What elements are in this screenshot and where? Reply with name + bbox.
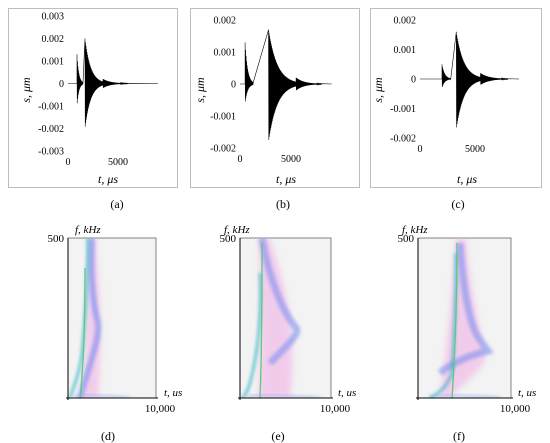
panel-a: s, μm 0.003 0.002 0.001 0 -0.001 -0.002 -0.003… — [8, 8, 178, 188]
xlabel-e: t, us — [338, 387, 356, 399]
y-ticks: 0.002 0.001 0 -0.001 -0.002 — [210, 16, 236, 155]
spectrogram-e-blue-band — [258, 238, 301, 366]
spectrogram-d-cyan-band — [68, 238, 90, 398]
y-tick-label: -0.002 — [390, 134, 416, 145]
ytick-f: 500 — [398, 233, 415, 245]
y-tick-label: -0.002 — [210, 144, 236, 155]
ytick-d: 500 — [48, 233, 65, 245]
y-tick-label: 0.002 — [214, 16, 237, 27]
x-tick-label: 0 — [238, 154, 243, 165]
y-tick-label: 0.002 — [394, 16, 417, 27]
ytick-e: 500 — [220, 233, 237, 245]
waveform-b — [240, 29, 332, 140]
waveform-chart-a: s, μm 0.003 0.002 0.001 0 -0.001 -0.002 -0.003… — [19, 12, 159, 186]
spectrogram-d-background — [67, 237, 157, 399]
y-tick-label: 0 — [59, 79, 64, 90]
spectrogram-f-cyan-band — [429, 252, 458, 398]
y-tick-label: 0.001 — [42, 57, 65, 68]
panel-c: s, μm 0.002 0.001 0 -0.001 -0.002 0 5000 t, μ… — [370, 8, 542, 188]
spectrogram-f: f, kHz 500 t, us 10,000 — [398, 224, 537, 415]
spectrogram-e-pink-band — [258, 238, 293, 398]
xtick-e: 10,000 — [320, 403, 351, 415]
caption-c: (c) — [451, 197, 465, 211]
xlabel-d: t, us — [164, 387, 182, 399]
waveform-c — [420, 31, 520, 128]
waveform-chart-c: s, μm 0.002 0.001 0 -0.001 -0.002 0 5000 t, μ… — [371, 16, 520, 186]
x-tick-label: 5000 — [281, 154, 301, 165]
spectrogram-e-low-band — [247, 393, 321, 398]
xlabel-f: t, us — [518, 387, 536, 399]
y-tick-label: -0.001 — [38, 102, 64, 113]
caption-d: (d) — [101, 429, 115, 443]
waveform-chart-b: s, μm 0.002 0.001 0 -0.001 -0.002 0 5000 t, μ… — [193, 16, 332, 186]
x-ticks: 0 5000 — [238, 154, 302, 165]
spectrogram-e: f, kHz 500 t, us 10,000 — [220, 224, 357, 415]
y-tick-label: 0 — [231, 80, 236, 91]
caption-f: (f) — [453, 429, 465, 443]
x-tick-label: 5000 — [108, 157, 128, 168]
spectrogram-panels: f, kHz 500 t, us 10,000 f, kHz 500 t, us… — [48, 224, 537, 415]
ylabel-d: f, kHz — [75, 224, 101, 236]
ylabel-b: s, μm — [193, 77, 207, 103]
xlabel-b: t, μs — [276, 172, 296, 186]
spectrogram-f-low-band — [429, 393, 501, 398]
spectrogram-d-green-line — [79, 267, 86, 398]
x-ticks: 0 5000 — [418, 144, 486, 155]
ylabel-e: f, kHz — [224, 224, 250, 236]
spectrogram-d-blue-band — [77, 238, 102, 398]
y-tick-label: 0.001 — [214, 48, 237, 59]
y-tick-label: 0 — [411, 75, 416, 86]
ylabel-f: f, kHz — [402, 224, 428, 236]
spectrogram-f-blue-band — [437, 242, 494, 376]
caption-a: (a) — [110, 197, 124, 211]
waveform-a — [68, 38, 159, 127]
caption-e: (e) — [271, 429, 285, 443]
xlabel-a: t, μs — [98, 172, 118, 186]
y-tick-label: 0.001 — [394, 45, 417, 56]
y-ticks: 0.003 0.002 0.001 0 -0.001 -0.002 -0.003 — [38, 12, 64, 158]
spectrogram-e-cyan-band — [241, 272, 262, 398]
xlabel-c: t, μs — [457, 172, 477, 186]
xtick-f: 10,000 — [500, 403, 531, 415]
spectrogram-f-green-line — [451, 242, 458, 398]
y-tick-label: 0.002 — [42, 34, 65, 45]
x-tick-label: 5000 — [465, 144, 485, 155]
xtick-d: 10,000 — [145, 403, 176, 415]
x-tick-label: 0 — [418, 144, 423, 155]
plot-frame — [8, 8, 178, 188]
y-tick-label: -0.003 — [38, 147, 64, 158]
x-ticks: 0 5000 — [66, 157, 129, 168]
caption-b: (b) — [276, 197, 290, 211]
ylabel-c: s, μm — [371, 77, 385, 103]
ylabel-a: s, μm — [19, 77, 33, 103]
y-tick-label: -0.002 — [38, 124, 64, 135]
spectrogram-d: f, kHz 500 t, us 10,000 — [48, 224, 183, 415]
y-tick-label: -0.001 — [210, 112, 236, 123]
y-tick-label: -0.001 — [390, 104, 416, 115]
spectrogram-e-green-line — [259, 242, 263, 398]
spectrogram-d-pink-band — [82, 238, 101, 398]
plot-frame — [370, 8, 542, 188]
x-tick-label: 0 — [66, 157, 71, 168]
panel-b: s, μm 0.002 0.001 0 -0.001 -0.002 0 5000 t, μ… — [190, 8, 360, 188]
y-tick-label: 0.003 — [42, 12, 65, 23]
y-ticks: 0.002 0.001 0 -0.001 -0.002 — [390, 16, 416, 145]
